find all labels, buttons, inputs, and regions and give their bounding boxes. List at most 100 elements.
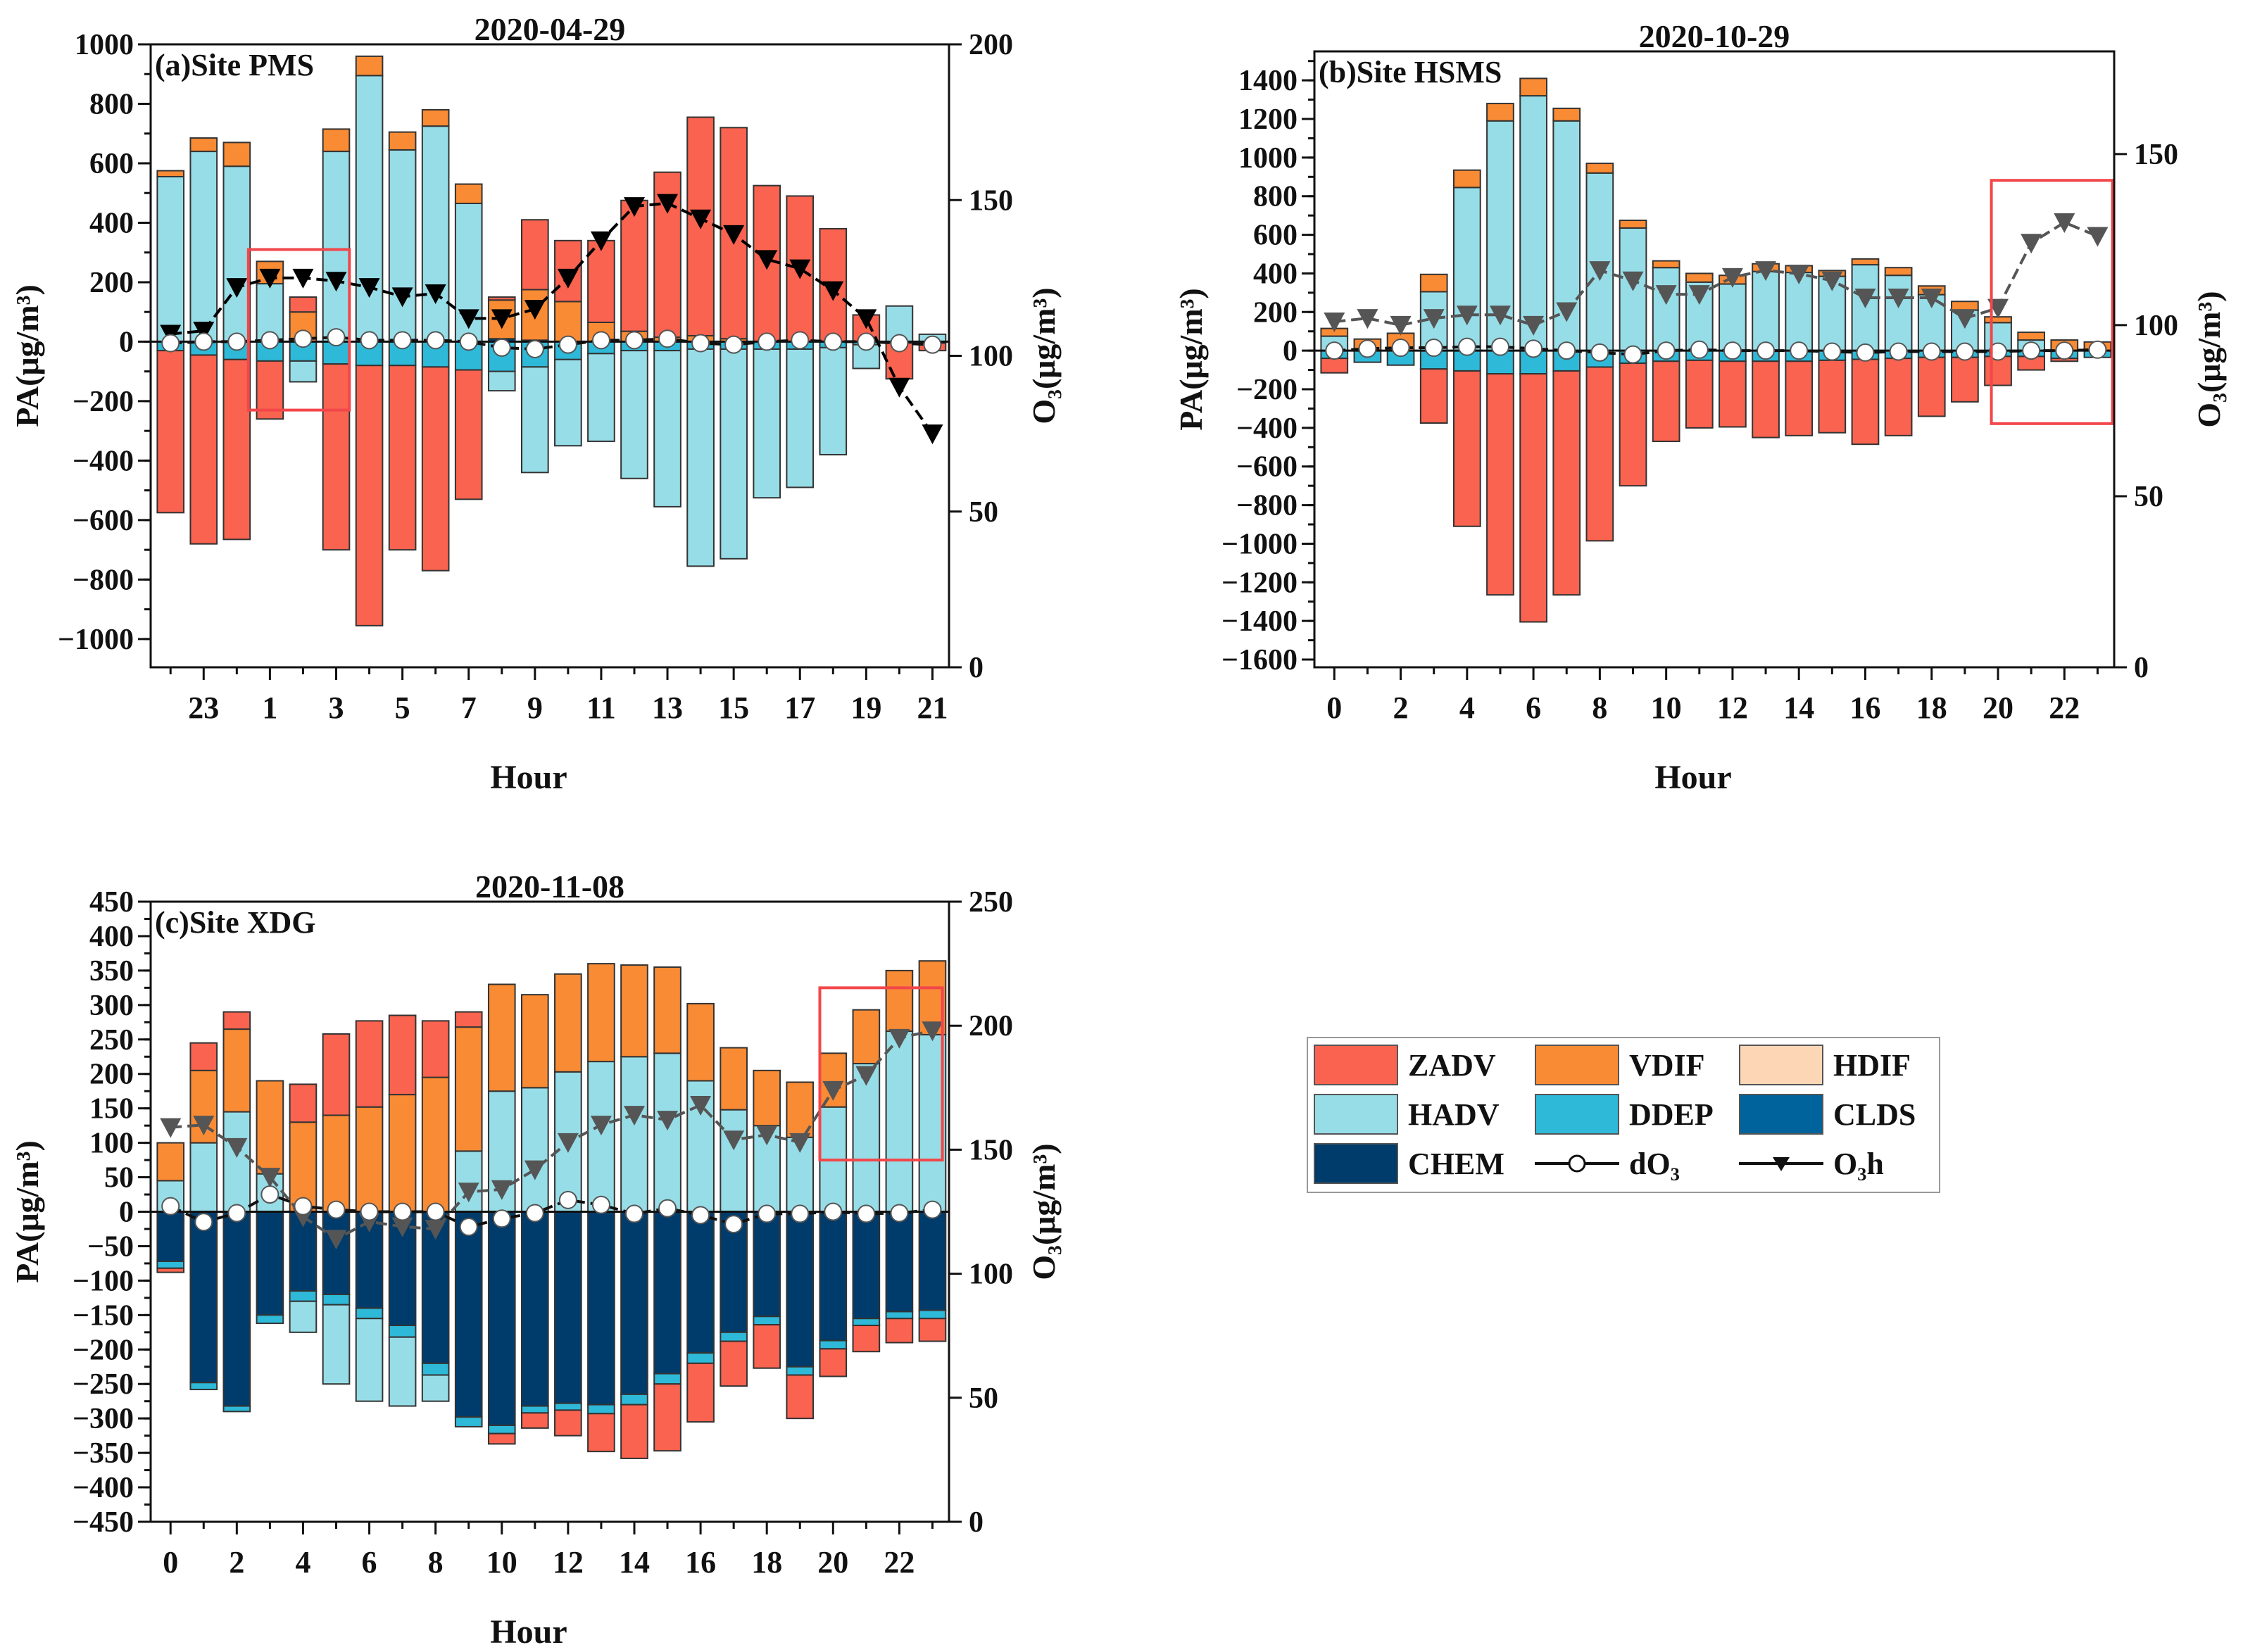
- do3-point: [327, 328, 346, 347]
- do3-point: [260, 331, 279, 350]
- bar-zadv: [222, 1011, 251, 1030]
- x-tick-label: 14: [1783, 691, 1814, 725]
- bar-vdif: [753, 1069, 781, 1127]
- bar-chem: [322, 1211, 351, 1295]
- bar-vdif: [1884, 267, 1913, 277]
- bar-zadv: [620, 1404, 648, 1459]
- bar-hadv: [620, 1056, 648, 1213]
- bar-ddep: [289, 1290, 318, 1302]
- bar-vdif: [521, 994, 549, 1089]
- do3-point: [426, 1202, 445, 1221]
- highlight-box: [1990, 179, 2114, 425]
- bar-zadv: [1619, 362, 1647, 487]
- y-tick-label: −400: [73, 445, 134, 477]
- do3-point: [2055, 341, 2074, 360]
- x-tick-label: 16: [1849, 691, 1880, 725]
- do3-point: [1557, 341, 1576, 360]
- legend-item-o3h: O₃h: [1739, 1141, 1884, 1186]
- bar-vdif: [653, 966, 681, 1054]
- bar-vdif: [521, 289, 549, 341]
- o3h-point: [1423, 309, 1445, 329]
- bar-zadv: [355, 365, 384, 626]
- y-right-tick-label: 50: [969, 1382, 998, 1415]
- do3-point: [1325, 341, 1344, 360]
- y-tick-label: 600: [89, 148, 134, 180]
- o3h-point: [623, 1106, 645, 1126]
- o3h-point: [756, 1125, 778, 1146]
- o3h-point: [822, 1080, 844, 1101]
- bar-vdif: [1452, 169, 1481, 189]
- bar-chem: [852, 1211, 881, 1320]
- do3-point: [923, 335, 942, 354]
- do3-point: [1723, 341, 1742, 360]
- y-tick-label: −200: [73, 386, 134, 418]
- bar-chem: [222, 1211, 251, 1407]
- x-tick-label: 5: [395, 691, 410, 725]
- legend-label: O₃h: [1833, 1146, 1884, 1181]
- bar-vdif: [1419, 273, 1448, 293]
- o3h-point: [524, 300, 546, 320]
- legend-item-clds: CLDS: [1739, 1092, 1916, 1137]
- do3-point: [1358, 339, 1377, 358]
- bar-ddep: [388, 1325, 417, 1338]
- bar-ddep: [587, 1404, 615, 1415]
- bar-zadv: [1785, 360, 1814, 436]
- bar-chem: [256, 1211, 284, 1316]
- o3h-point: [1589, 261, 1611, 282]
- y-tick-label: 0: [119, 1197, 134, 1229]
- bar-zadv: [156, 350, 185, 514]
- bar-vdif: [1851, 258, 1880, 266]
- do3-point: [1590, 343, 1609, 362]
- o3h-point: [1755, 261, 1777, 282]
- y-tick-label: −1400: [1221, 605, 1298, 638]
- do3-point: [525, 1204, 544, 1223]
- o3h-point: [888, 377, 910, 398]
- bar-ddep: [686, 1352, 715, 1364]
- panel-label: (c)Site XDG: [155, 905, 316, 940]
- bar-chem: [454, 1211, 483, 1418]
- legend-label: HADV: [1408, 1097, 1500, 1132]
- bar-zadv: [454, 1011, 483, 1028]
- bar-hadv: [222, 165, 251, 343]
- legend-item-vdif: VDIF: [1535, 1042, 1705, 1087]
- do3-point: [1623, 345, 1642, 364]
- o3h-point: [226, 1137, 248, 1158]
- x-tick-label: 12: [553, 1545, 584, 1580]
- do3-point: [360, 1202, 379, 1221]
- bar-vdif: [454, 1026, 483, 1152]
- do3-point: [492, 1209, 511, 1228]
- o3h-point: [1655, 285, 1677, 305]
- bar-vdif: [2017, 332, 2046, 341]
- bar-vdif: [189, 137, 218, 153]
- bar-vdif: [421, 108, 450, 127]
- bar-ddep: [156, 1260, 185, 1269]
- bar-ddep: [786, 1366, 815, 1376]
- y-right-tick-label: 150: [969, 1134, 1013, 1166]
- triangle-line-icon: [1739, 1157, 1823, 1171]
- bar-hadv: [885, 1030, 914, 1213]
- bar-zadv: [487, 296, 516, 301]
- y-tick-label: 1200: [1238, 103, 1298, 136]
- vdif-swatch: [1535, 1045, 1619, 1085]
- panel-b-hsms: −1600−1400−1200−1000−800−600−400−2000200…: [1173, 18, 2227, 796]
- do3-point: [1989, 342, 2008, 361]
- o3h-point: [590, 231, 612, 251]
- y-tick-label: 250: [89, 1024, 134, 1057]
- y-tick-label: 400: [89, 921, 134, 953]
- do3-point: [492, 338, 511, 357]
- bar-ddep: [720, 1331, 748, 1342]
- bar-hadv: [1752, 270, 1780, 352]
- bar-vdif: [1619, 220, 1647, 229]
- do3-point: [1856, 343, 1875, 362]
- bar-hadv: [753, 1125, 781, 1213]
- bar-zadv: [1652, 360, 1680, 443]
- o3h-point: [1887, 289, 1909, 308]
- y-axis-label: PA(μg/m³): [1173, 288, 1209, 431]
- panel-label: (b)Site HSMS: [1319, 55, 1502, 89]
- o3h-point: [160, 1118, 182, 1138]
- bar-zadv: [918, 1318, 947, 1342]
- x-tick-label: 20: [817, 1545, 848, 1580]
- bar-zadv: [1552, 370, 1581, 596]
- bar-ddep: [487, 1424, 516, 1435]
- x-tick-label: 8: [428, 1545, 444, 1580]
